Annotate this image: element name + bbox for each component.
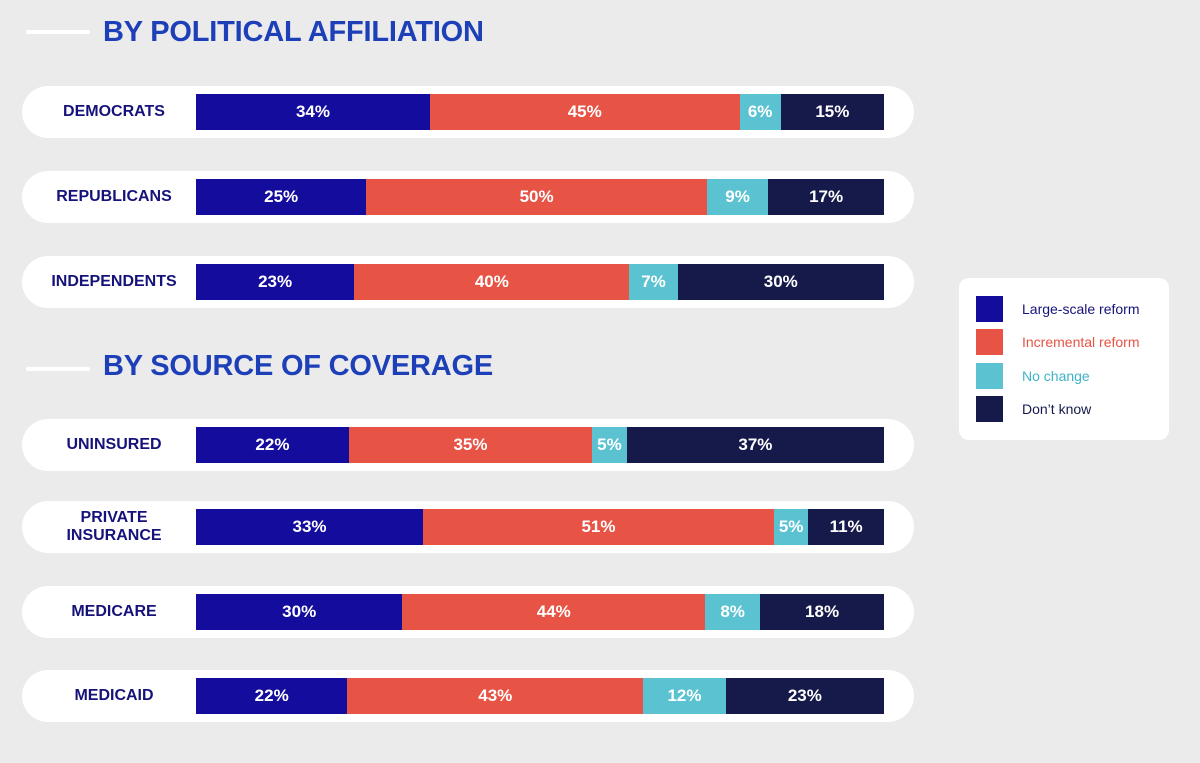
row-group1-3: MEDICAID 22% 43% 12% 23%	[22, 670, 914, 722]
legend-swatch	[976, 396, 1003, 422]
legend-label: No change	[1022, 368, 1090, 384]
stacked-bar: 34% 45% 6% 15%	[196, 94, 884, 130]
segment-large-scale-reform: 22%	[196, 678, 348, 714]
row-label: MEDICARE	[71, 603, 157, 620]
row-group0-1: REPUBLICANS 25% 50% 9% 17%	[22, 171, 914, 223]
segment-no-change: 5%	[773, 509, 809, 545]
row-label: DEMOCRATS	[63, 103, 165, 120]
segment-incremental-reform: 50%	[366, 179, 707, 215]
segment-large-scale-reform: 34%	[196, 94, 430, 130]
section-title: BY SOURCE OF COVERAGE	[103, 350, 494, 382]
segment-large-scale-reform: 33%	[196, 509, 424, 545]
section-rule	[26, 30, 90, 34]
segment-incremental-reform: 51%	[423, 509, 774, 545]
segment-large-scale-reform: 22%	[196, 427, 349, 463]
row-group1-0: UNINSURED 22% 35% 5% 37%	[22, 419, 914, 471]
segment-dont-know: 11%	[808, 509, 884, 545]
stacked-bar: 22% 43% 12% 23%	[196, 678, 884, 714]
segment-dont-know: 23%	[725, 678, 884, 714]
legend-item: Don’t know	[976, 396, 1091, 422]
segment-no-change: 12%	[643, 678, 726, 714]
row-group0-0: DEMOCRATS 34% 45% 6% 15%	[22, 86, 914, 138]
segment-incremental-reform: 44%	[402, 594, 706, 630]
row-group1-1: PRIVATE INSURANCE 33% 51% 5% 11%	[22, 501, 914, 553]
segment-no-change: 7%	[629, 264, 678, 300]
segment-dont-know: 18%	[760, 594, 884, 630]
stacked-bar: 33% 51% 5% 11%	[196, 509, 884, 545]
segment-large-scale-reform: 23%	[196, 264, 355, 300]
section-rule	[26, 367, 90, 371]
stacked-bar: 22% 35% 5% 37%	[196, 427, 884, 463]
segment-dont-know: 15%	[780, 94, 884, 130]
segment-no-change: 9%	[706, 179, 769, 215]
legend-label: Don’t know	[1022, 401, 1092, 417]
legend-label: Incremental reform	[1022, 334, 1140, 350]
row-group1-2: MEDICARE 30% 44% 8% 18%	[22, 586, 914, 638]
segment-incremental-reform: 35%	[348, 427, 593, 463]
stacked-bar: 30% 44% 8% 18%	[196, 594, 884, 630]
legend-swatch	[976, 329, 1003, 355]
legend-label: Large-scale reform	[1022, 301, 1140, 317]
row-label: UNINSURED	[66, 436, 162, 453]
section-title: BY POLITICAL AFFILIATION	[103, 16, 484, 48]
row-label: MEDICAID	[74, 687, 154, 704]
stacked-bar: 25% 50% 9% 17%	[196, 179, 884, 215]
legend-swatch	[976, 363, 1003, 389]
row-label: PRIVATE INSURANCE	[66, 509, 162, 544]
segment-dont-know: 17%	[768, 179, 884, 215]
segment-no-change: 5%	[592, 427, 627, 463]
segment-no-change: 8%	[705, 594, 761, 630]
stacked-bar: 23% 40% 7% 30%	[196, 264, 884, 300]
row-label: INDEPENDENTS	[51, 273, 177, 290]
legend-item: Incremental reform	[976, 329, 1139, 355]
segment-dont-know: 30%	[677, 264, 884, 300]
legend-swatch	[976, 296, 1003, 322]
segment-dont-know: 37%	[626, 427, 884, 463]
segment-incremental-reform: 45%	[429, 94, 740, 130]
legend-item: No change	[976, 363, 1090, 389]
legend-item: Large-scale reform	[976, 296, 1140, 322]
segment-incremental-reform: 40%	[354, 264, 630, 300]
segment-incremental-reform: 43%	[347, 678, 644, 714]
segment-large-scale-reform: 25%	[196, 179, 367, 215]
segment-no-change: 6%	[739, 94, 781, 130]
row-label: REPUBLICANS	[56, 188, 172, 205]
segment-large-scale-reform: 30%	[196, 594, 403, 630]
row-group0-2: INDEPENDENTS 23% 40% 7% 30%	[22, 256, 914, 308]
legend: Large-scale reform Incremental reform No…	[959, 278, 1169, 440]
